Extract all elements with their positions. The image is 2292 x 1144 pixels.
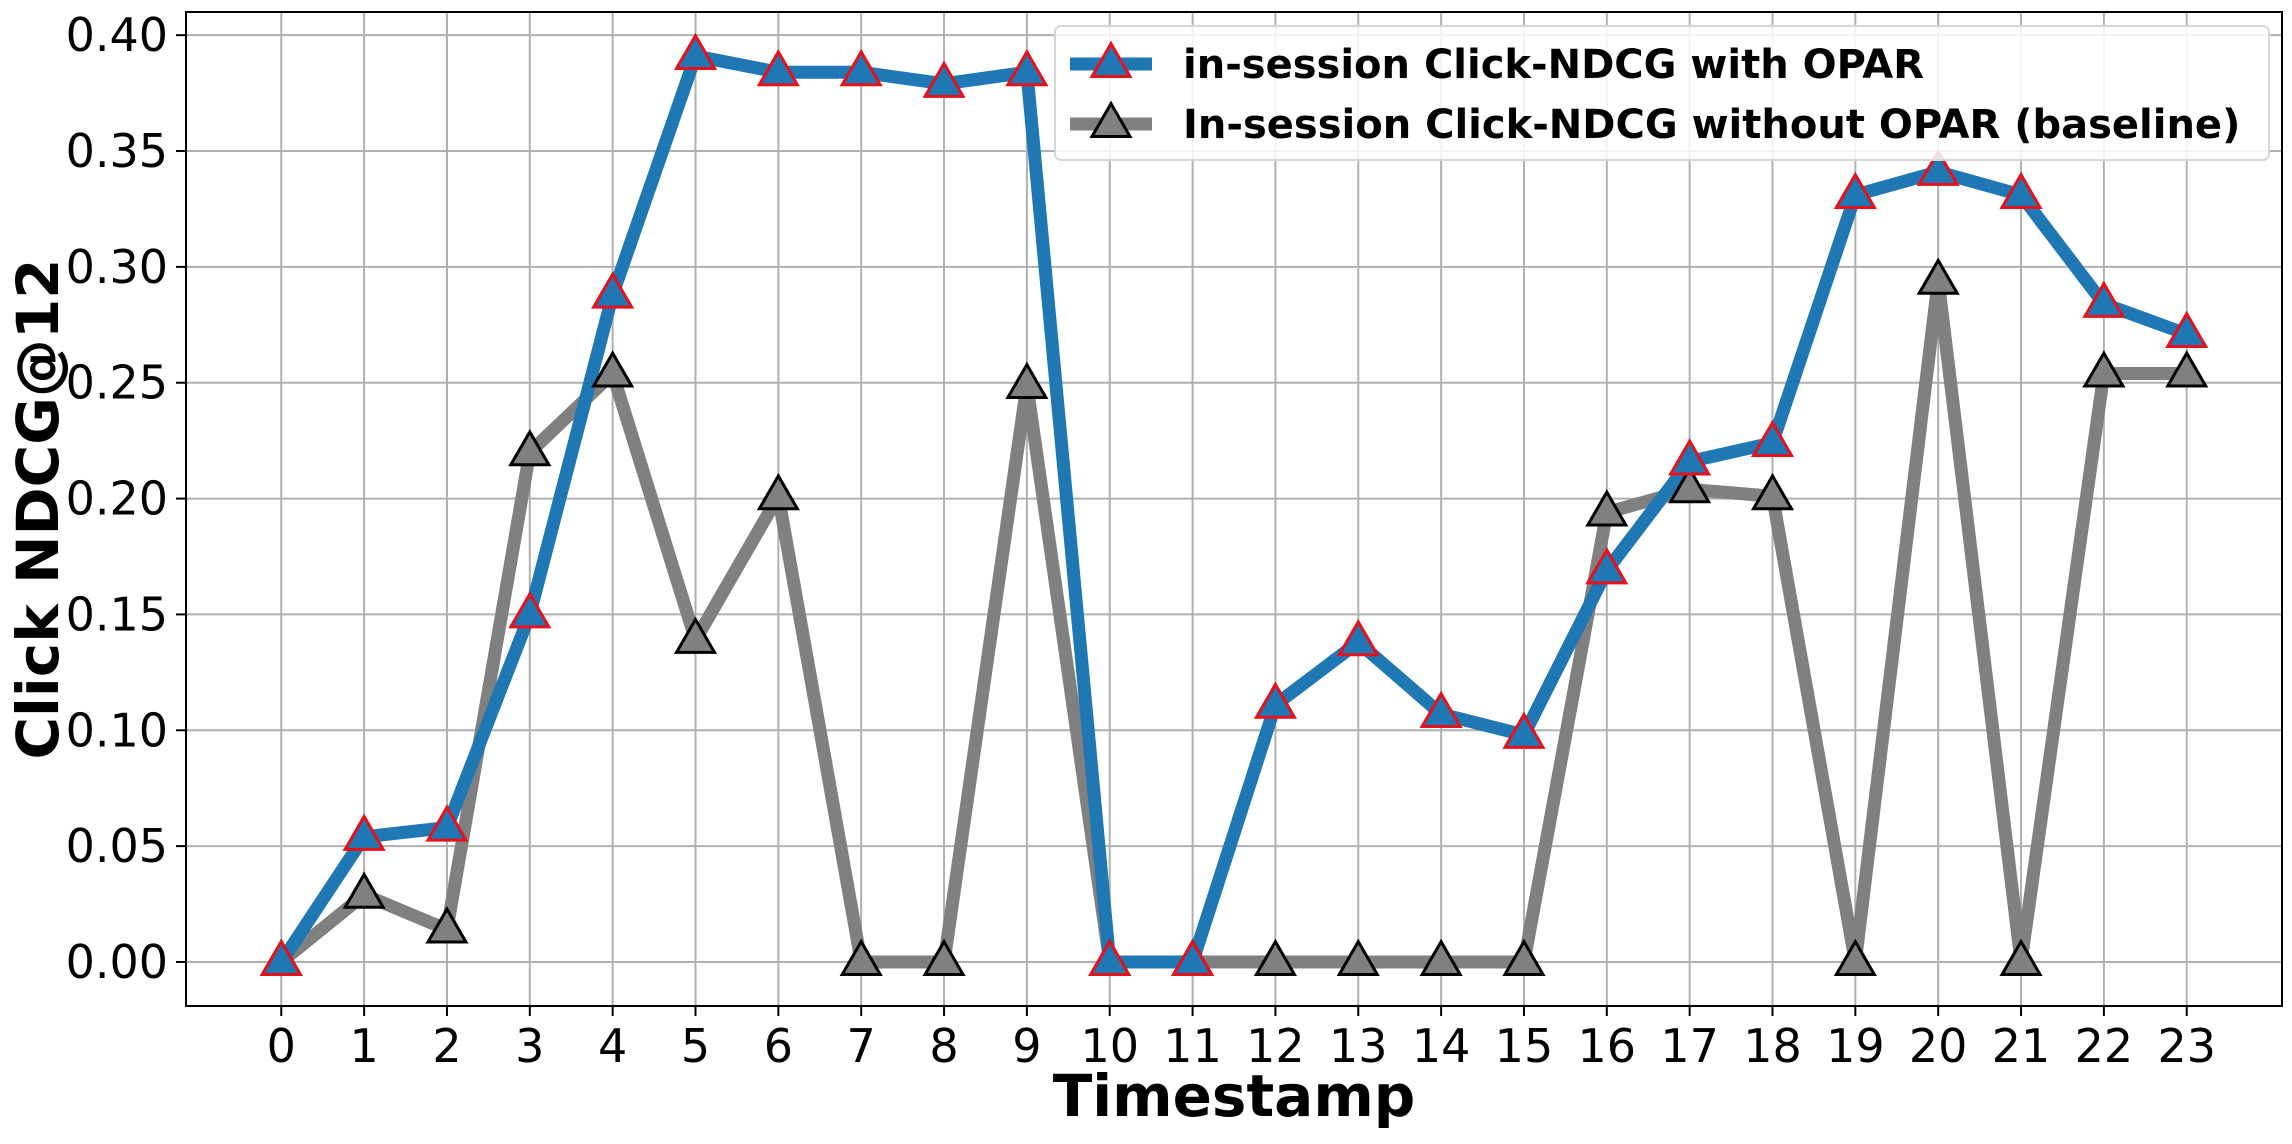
data-point-with-opar [594,274,632,307]
x-tick-label: 5 [681,1019,710,1073]
data-point-with-opar [1753,423,1791,456]
series-line-with-opar [281,56,2186,962]
y-tick-label: 0.35 [66,124,168,178]
x-tick-label: 21 [1992,1019,2051,1073]
y-axis-title: Click NDCG@12 [4,258,72,759]
data-point-baseline [2002,942,2040,975]
y-tick-label: 0.20 [66,472,168,526]
x-tick-label: 19 [1826,1019,1885,1073]
data-point-baseline [1919,260,1957,293]
x-tick-label: 1 [349,1019,378,1073]
x-tick-label: 20 [1909,1019,1968,1073]
data-point-baseline [1836,942,1874,975]
data-point-with-opar [511,594,549,627]
x-tick-label: 22 [2075,1019,2134,1073]
x-tick-label: 18 [1743,1019,1802,1073]
y-tick-label: 0.25 [66,356,168,410]
y-tick-label: 0.40 [66,8,168,62]
data-point-with-opar [1339,622,1377,655]
x-tick-label: 6 [764,1019,793,1073]
x-tick-label: 4 [598,1019,627,1073]
y-tick-label: 0.30 [66,240,168,294]
legend: in-session Click-NDCG with OPAR In-sessi… [1055,26,2269,160]
x-tick-label: 15 [1495,1019,1554,1073]
x-tick-label: 0 [267,1019,296,1073]
series-lines [281,56,2186,962]
y-tick-label: 0.05 [66,819,168,873]
x-tick-label: 23 [2157,1019,2216,1073]
y-tick-label: 0.10 [66,703,168,757]
data-point-baseline [759,476,797,509]
y-tick-label: 0.15 [66,587,168,641]
x-tick-label: 3 [515,1019,544,1073]
x-tick-label: 17 [1660,1019,1719,1073]
axis-ticks: 0 1 2 3 4 5 6 7 8 9 10 11 12 13 14 15 16 17 18 19 20 21 22 230.… [66,8,2216,1073]
legend-label-with-opar: in-session Click-NDCG with OPAR [1183,42,1924,88]
data-point-baseline [345,874,383,907]
x-tick-label: 2 [432,1019,461,1073]
x-axis-title: Timestamp [1053,1062,1416,1130]
data-point-baseline [1008,365,1046,398]
x-tick-label: 8 [929,1019,958,1073]
y-tick-label: 0.00 [66,935,168,989]
legend-label-baseline: In-session Click-NDCG without OPAR (base… [1183,102,2240,148]
x-tick-label: 9 [1012,1019,1041,1073]
x-tick-label: 14 [1412,1019,1471,1073]
x-tick-label: 7 [847,1019,876,1073]
x-tick-label: 16 [1578,1019,1637,1073]
